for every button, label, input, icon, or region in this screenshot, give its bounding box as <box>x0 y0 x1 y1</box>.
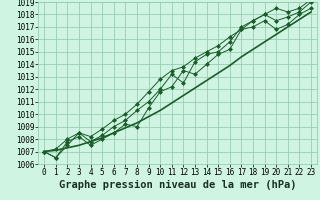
X-axis label: Graphe pression niveau de la mer (hPa): Graphe pression niveau de la mer (hPa) <box>59 180 296 190</box>
